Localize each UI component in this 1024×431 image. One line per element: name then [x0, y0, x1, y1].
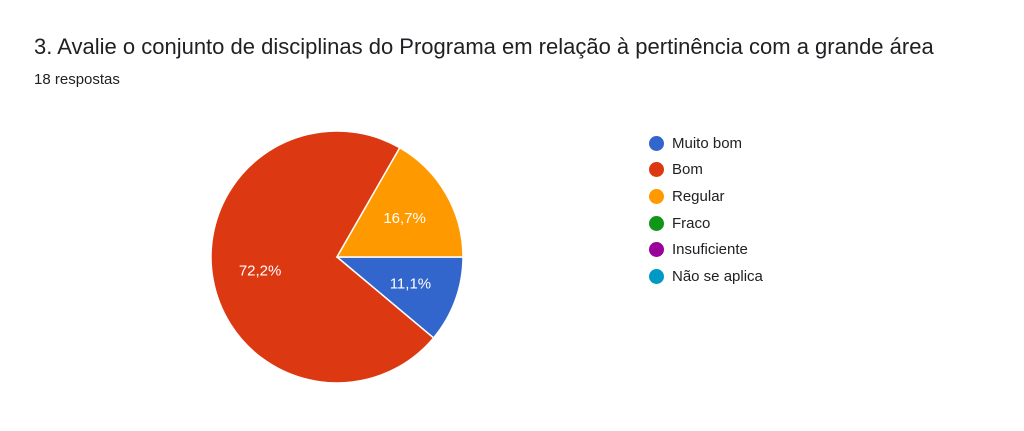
- legend-item-3: Fraco: [649, 210, 763, 237]
- pie-slice-2[interactable]: [335, 146, 464, 258]
- pie-slice-label-1: 72,2%: [239, 263, 282, 280]
- pie-slice-label-2: 16,7%: [383, 210, 426, 227]
- legend-label: Insuficiente: [672, 241, 748, 259]
- legend-label: Regular: [672, 187, 725, 205]
- legend-swatch: [649, 242, 664, 258]
- response-count: 18 respostas: [34, 71, 120, 88]
- legend-item-4: Insuficiente: [649, 236, 763, 263]
- legend-item-0: Muito bom: [649, 130, 763, 157]
- legend-swatch: [649, 162, 664, 178]
- legend-item-5: Não se aplica: [649, 263, 763, 290]
- legend-label: Fraco: [672, 214, 711, 232]
- legend-swatch: [649, 188, 664, 204]
- legend-swatch: [649, 268, 664, 284]
- legend-label: Muito bom: [672, 134, 743, 152]
- legend-label: Não se aplica: [672, 267, 763, 285]
- pie-slice-1[interactable]: [210, 130, 435, 384]
- legend-swatch: [649, 135, 664, 151]
- pie-slice-0[interactable]: [334, 256, 464, 339]
- legend: Muito bom Bom Regular Fraco Insuficiente Não …: [649, 130, 763, 290]
- legend-swatch: [649, 215, 664, 231]
- chart-title: 3. Avalie o conjunto de disciplinas do P…: [34, 34, 934, 59]
- legend-label: Bom: [672, 161, 703, 179]
- pie-slice-label-0: 11,1%: [390, 276, 431, 293]
- legend-item-1: Bom: [649, 157, 763, 184]
- legend-item-2: Regular: [649, 183, 763, 210]
